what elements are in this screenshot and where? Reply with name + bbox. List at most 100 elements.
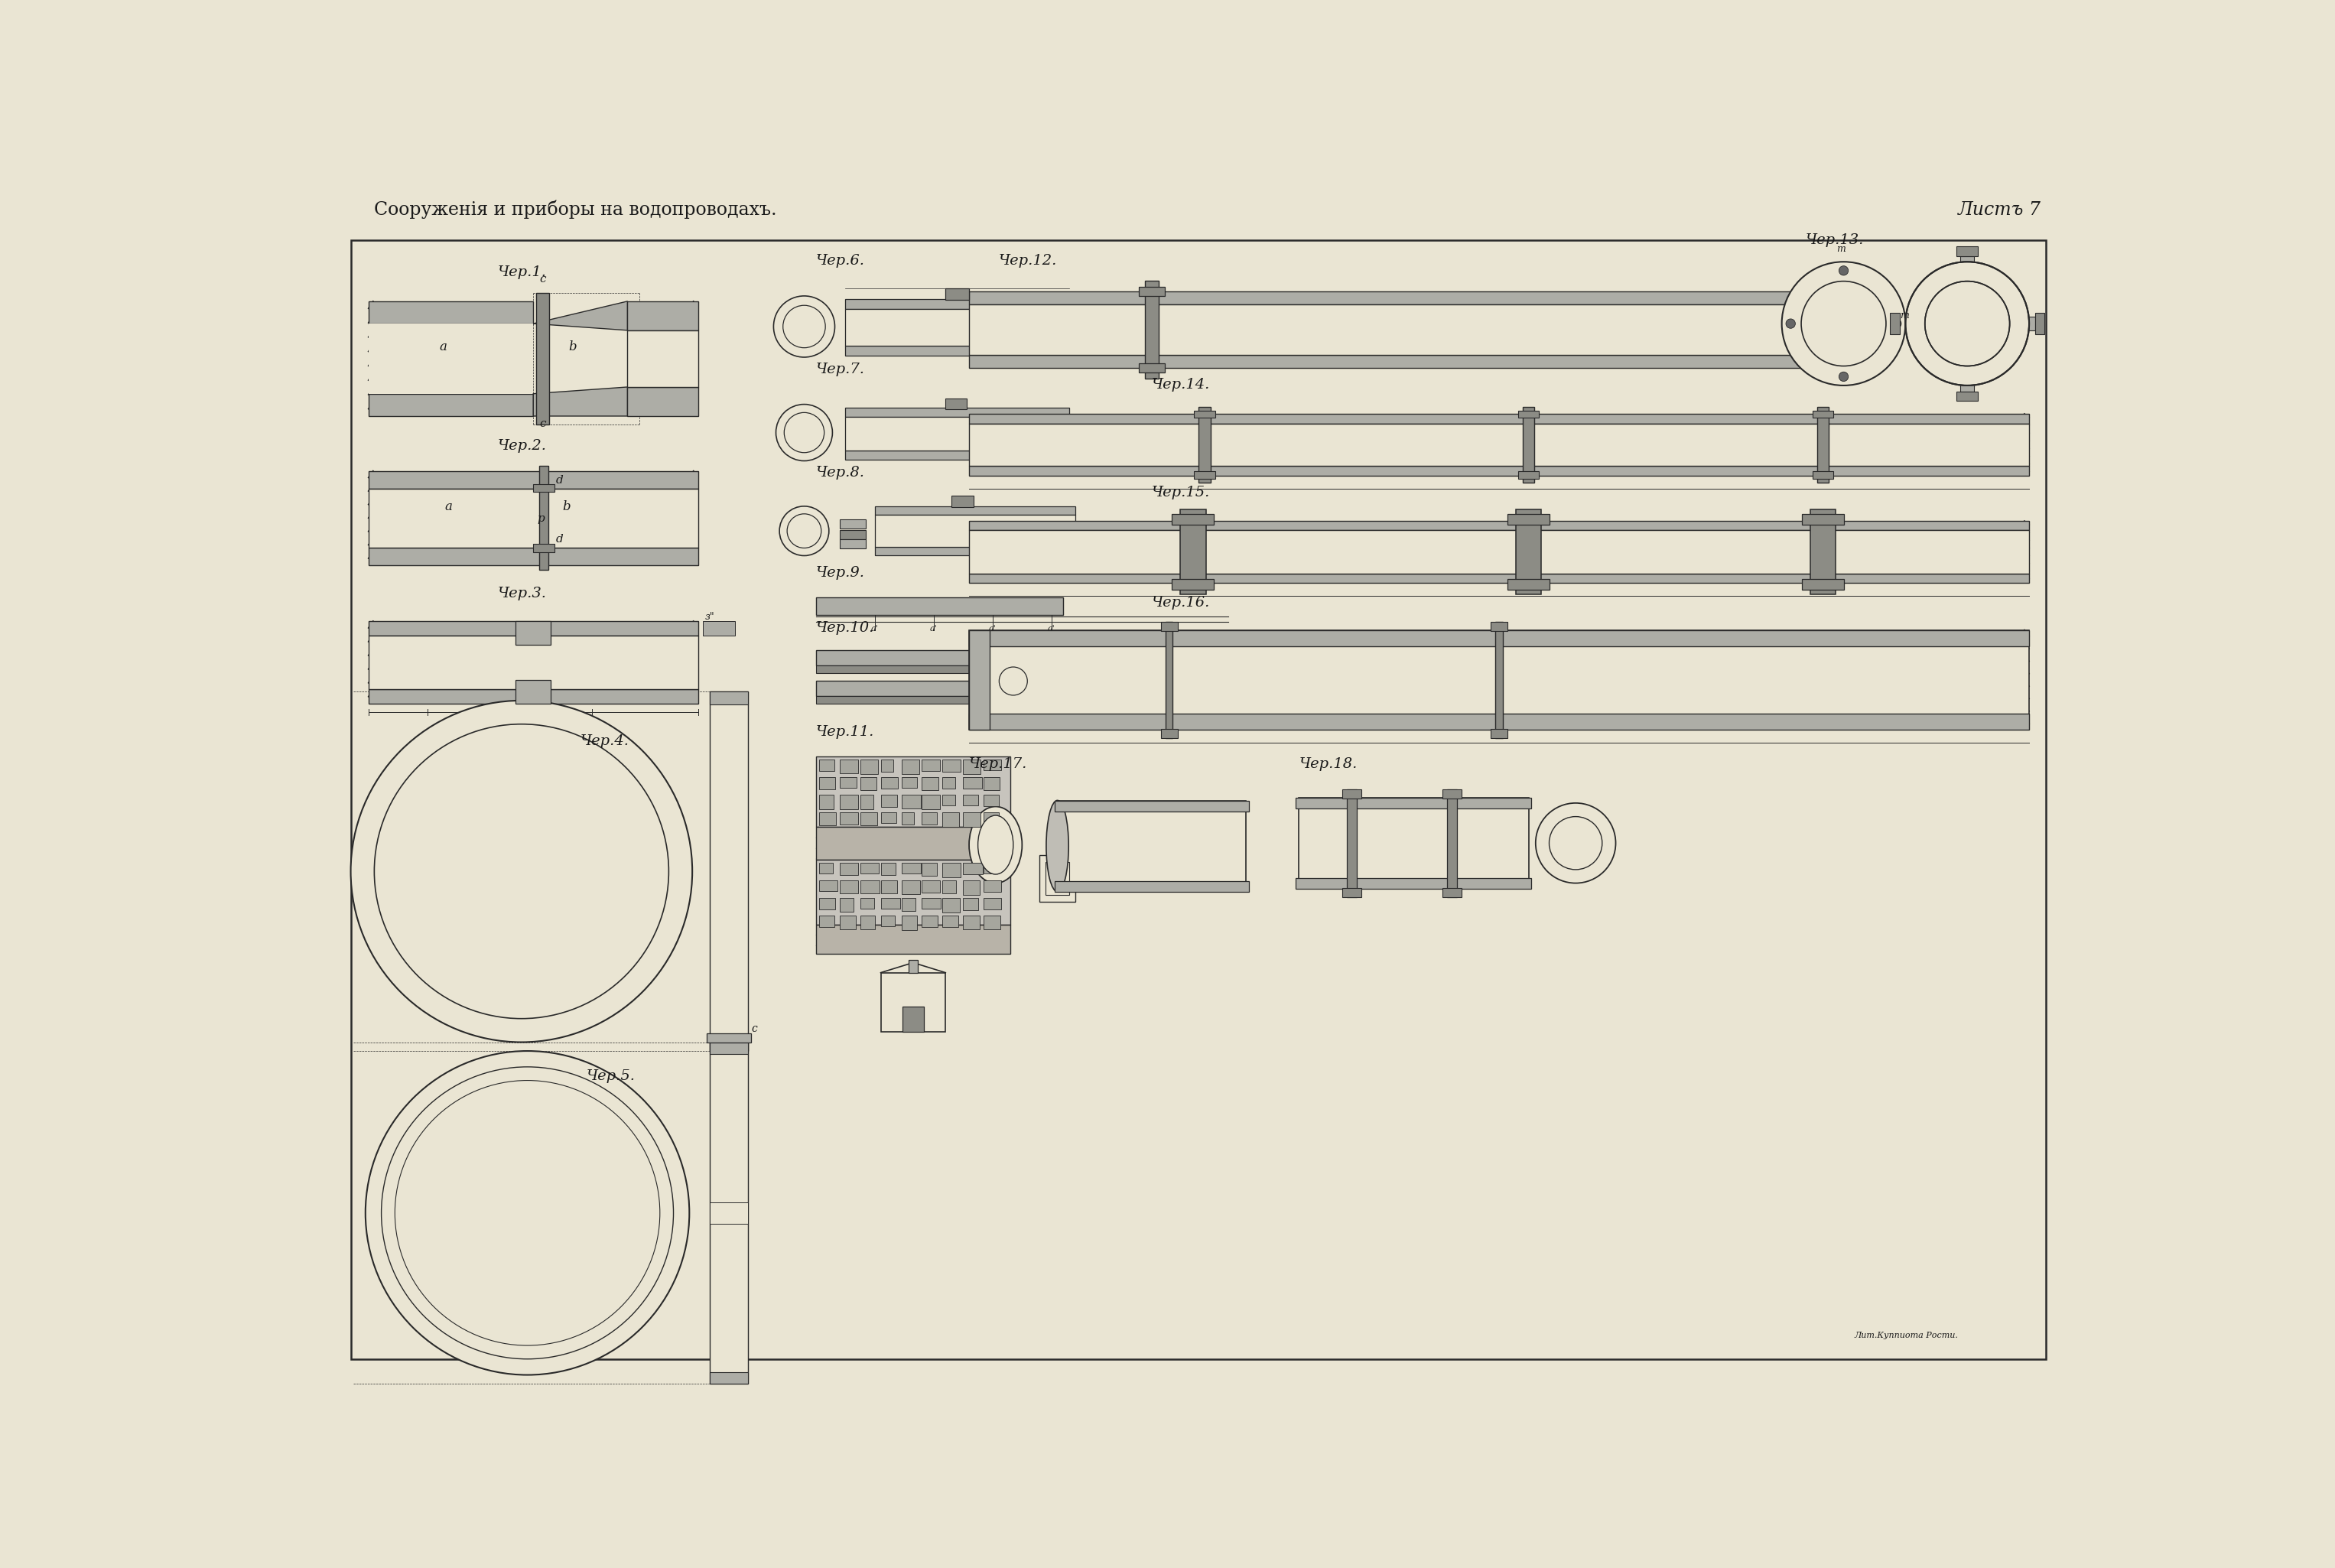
Bar bbox=[369, 621, 698, 635]
Bar bbox=[962, 916, 981, 930]
Bar bbox=[901, 812, 915, 825]
Bar bbox=[859, 812, 878, 825]
Bar bbox=[820, 778, 836, 789]
Bar bbox=[1494, 621, 1504, 739]
Bar bbox=[815, 696, 981, 704]
Text: Чер.16.: Чер.16. bbox=[1151, 596, 1210, 610]
Circle shape bbox=[1548, 817, 1602, 870]
Bar bbox=[859, 880, 880, 894]
Bar bbox=[969, 574, 2029, 583]
Bar bbox=[859, 778, 876, 790]
Bar bbox=[943, 898, 960, 913]
Bar bbox=[539, 466, 549, 569]
Circle shape bbox=[1782, 262, 1905, 386]
Bar bbox=[845, 309, 1069, 345]
Bar bbox=[820, 916, 834, 927]
Bar bbox=[901, 795, 920, 809]
Bar bbox=[859, 795, 873, 809]
Bar bbox=[841, 898, 855, 913]
Bar bbox=[922, 795, 941, 809]
Bar bbox=[532, 544, 553, 552]
Text: Чер.10.: Чер.10. bbox=[815, 621, 873, 635]
Bar bbox=[969, 304, 1882, 354]
Bar bbox=[815, 859, 1011, 925]
Bar bbox=[1803, 514, 1845, 524]
Bar bbox=[815, 925, 1011, 953]
Bar bbox=[1139, 287, 1165, 296]
Bar bbox=[969, 521, 2029, 530]
Bar bbox=[962, 880, 981, 895]
Circle shape bbox=[1924, 281, 2010, 365]
Bar bbox=[710, 1043, 747, 1054]
Bar bbox=[820, 759, 834, 770]
Bar bbox=[710, 1038, 747, 1051]
Bar bbox=[369, 635, 698, 688]
Circle shape bbox=[999, 666, 1027, 695]
Bar bbox=[1058, 801, 1247, 892]
Bar bbox=[922, 862, 936, 877]
Text: Чер.8.: Чер.8. bbox=[815, 466, 864, 480]
Bar bbox=[1810, 510, 1835, 594]
Bar bbox=[880, 795, 897, 808]
Circle shape bbox=[1891, 318, 1901, 328]
Bar bbox=[369, 323, 532, 394]
Bar bbox=[962, 759, 981, 775]
Bar bbox=[943, 916, 957, 927]
Bar bbox=[922, 898, 941, 908]
Bar bbox=[1518, 472, 1539, 478]
Bar bbox=[1803, 579, 1845, 590]
Bar bbox=[532, 485, 553, 492]
Bar bbox=[1508, 514, 1550, 524]
Bar bbox=[516, 681, 551, 704]
Bar bbox=[820, 862, 834, 873]
Bar bbox=[1889, 314, 1901, 334]
Text: Чер.11.: Чер.11. bbox=[815, 724, 873, 739]
Bar bbox=[901, 898, 915, 911]
Bar bbox=[983, 759, 1002, 770]
Circle shape bbox=[775, 405, 834, 461]
Text: a': a' bbox=[871, 626, 878, 633]
Bar bbox=[880, 759, 894, 771]
Bar bbox=[815, 756, 1011, 828]
Bar bbox=[1055, 881, 1249, 892]
Bar bbox=[962, 862, 983, 875]
Text: p: p bbox=[537, 513, 544, 524]
Ellipse shape bbox=[1046, 800, 1069, 892]
Bar bbox=[708, 1033, 752, 1043]
Bar bbox=[537, 293, 549, 425]
Polygon shape bbox=[992, 657, 1034, 706]
Text: b: b bbox=[563, 500, 570, 513]
Bar bbox=[710, 691, 747, 704]
Bar bbox=[841, 862, 859, 875]
Circle shape bbox=[773, 296, 836, 358]
Bar bbox=[815, 681, 981, 696]
Bar bbox=[1522, 406, 1534, 483]
Text: Чер.6.: Чер.6. bbox=[815, 254, 864, 268]
Text: Чер.18.: Чер.18. bbox=[1298, 757, 1357, 771]
Bar bbox=[880, 898, 901, 909]
Polygon shape bbox=[532, 301, 628, 331]
Bar bbox=[841, 880, 859, 894]
Bar bbox=[1347, 789, 1357, 897]
Circle shape bbox=[1800, 281, 1887, 365]
Bar bbox=[841, 530, 866, 539]
Bar bbox=[1812, 411, 1833, 417]
Bar bbox=[1490, 621, 1508, 630]
Bar bbox=[1296, 878, 1532, 889]
Bar bbox=[820, 795, 834, 809]
Bar bbox=[516, 621, 551, 644]
Bar bbox=[880, 778, 899, 789]
Bar bbox=[969, 423, 2029, 466]
Bar bbox=[369, 489, 698, 547]
Bar bbox=[841, 916, 857, 930]
Bar bbox=[845, 417, 1069, 452]
Bar bbox=[1957, 246, 1978, 256]
Bar bbox=[1172, 514, 1214, 524]
Bar bbox=[628, 331, 698, 387]
Bar bbox=[815, 666, 981, 674]
Bar bbox=[880, 812, 897, 823]
Bar bbox=[820, 898, 836, 909]
Bar bbox=[1172, 579, 1214, 590]
Text: Чер.3.: Чер.3. bbox=[497, 586, 546, 601]
Bar bbox=[876, 547, 1074, 555]
